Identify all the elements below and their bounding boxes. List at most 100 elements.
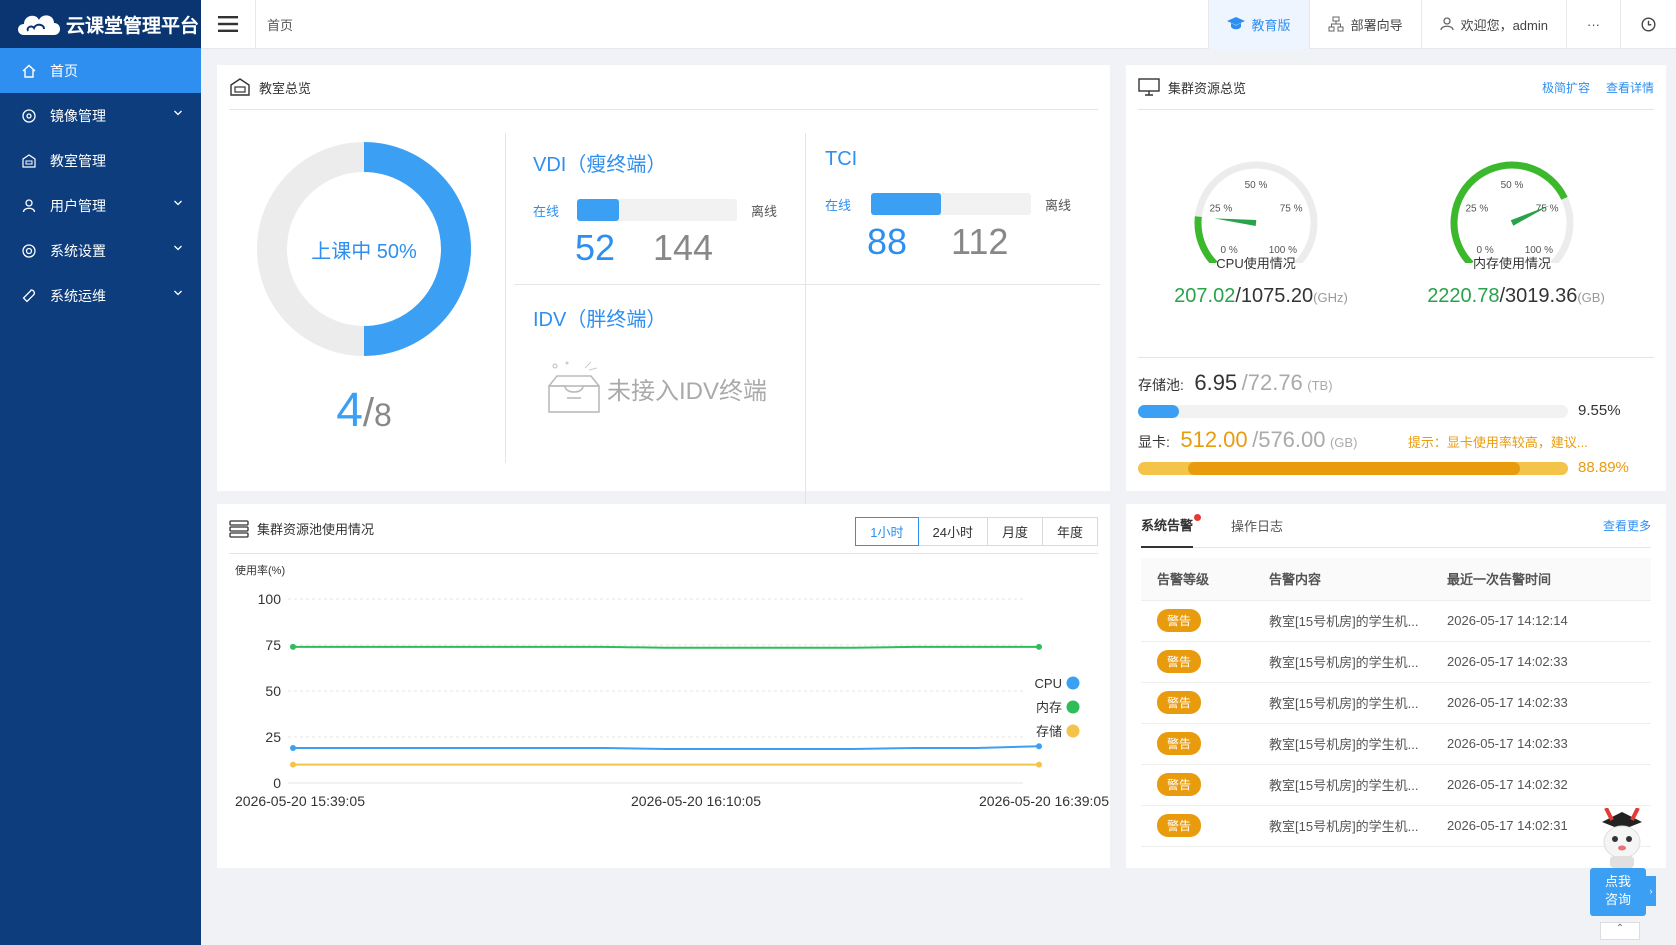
vdi-progress <box>577 199 737 221</box>
y-tick-label: 25 <box>265 729 281 745</box>
donut-center-label: 上课中 50% <box>311 241 417 263</box>
tab-system-alerts-label: 系统告警 <box>1141 518 1194 533</box>
sidebar-item-settings[interactable]: 系统设置 <box>0 228 201 273</box>
series-point <box>290 761 296 768</box>
alert-level-badge: 警告 <box>1157 732 1202 755</box>
gpu-row: 显卡: 512.00 /576.00 (GB) 提示：显卡使用率较高，建议... <box>1138 427 1658 453</box>
alert-level-badge: 警告 <box>1157 691 1202 714</box>
clock-button[interactable] <box>1620 0 1676 49</box>
gpu-total: /576.00 <box>1252 427 1326 452</box>
disc-icon <box>20 107 38 125</box>
consult-line1: 点我 <box>1604 874 1631 889</box>
alerts-more-link[interactable]: 查看更多 <box>1602 519 1651 533</box>
divider-v1 <box>505 133 506 463</box>
consult-arrow-icon[interactable]: › <box>1646 876 1656 906</box>
sidebar-item-label: 用户管理 <box>50 197 106 214</box>
alert-level-cell: 警告 <box>1141 805 1253 847</box>
vdi-offline-label: 离线 <box>751 203 778 219</box>
tci-offline-count: 112 <box>951 221 1009 262</box>
cpu-gauge-needle <box>1214 218 1257 226</box>
cpu-usage-value: 207.02/1075.20(GHz) <box>1126 285 1396 308</box>
alert-level-cell: 警告 <box>1141 600 1253 642</box>
cpu-unit: (GHz) <box>1313 290 1348 305</box>
alert-level-cell: 警告 <box>1141 764 1253 806</box>
storage-progress-fill <box>1138 405 1180 418</box>
memory-gauge-tick-label: 50 % <box>1501 180 1524 191</box>
consult-widget[interactable]: 点我 咨询 › ⌃ <box>1590 808 1660 940</box>
table-row[interactable]: 警告 教室[15号机房]的学生机... 2026-05-17 14:12:14 <box>1141 600 1651 642</box>
y-tick-label: 100 <box>258 591 282 607</box>
storage-unit: (TB) <box>1307 378 1333 393</box>
sidebar-item-home[interactable]: 首页 <box>0 48 201 93</box>
storage-label: 存储池: <box>1138 377 1184 393</box>
tab-operation-logs[interactable]: 操作日志 <box>1231 519 1284 534</box>
column-header: 告警内容 <box>1253 558 1431 601</box>
divider-h <box>514 284 1100 285</box>
tab-system-alerts[interactable]: 系统告警 <box>1141 504 1202 548</box>
sidebar-item-label: 镜像管理 <box>50 107 106 124</box>
more-button[interactable]: ··· <box>1566 0 1620 49</box>
sidebar-item-disc[interactable]: 镜像管理 <box>0 93 201 138</box>
cpu-gauge-tick-label: 50 % <box>1245 180 1268 191</box>
alert-level-badge: 警告 <box>1157 650 1202 673</box>
consult-button[interactable]: 点我 咨询 <box>1590 868 1646 916</box>
table-row[interactable]: 警告 教室[15号机房]的学生机... 2026-05-17 14:02:32 <box>1141 764 1651 806</box>
classroom-icon <box>230 78 250 96</box>
gpu-used: 512.00 <box>1180 427 1248 452</box>
tab-range-3[interactable]: 年度 <box>1041 517 1098 546</box>
app-logo[interactable]: 云课堂管理平台 <box>0 0 201 48</box>
column-header: 最近一次告警时间 <box>1431 558 1651 601</box>
tci-section: TCI 在线 离线 88 112 <box>825 148 1095 263</box>
sidebar-menu: 首页镜像管理教室管理用户管理系统设置系统运维 <box>0 48 201 318</box>
classroom-count: 4/8 <box>255 383 473 438</box>
table-row[interactable]: 警告 教室[15号机房]的学生机... 2026-05-17 14:02:31 <box>1141 805 1651 847</box>
alerts-card: 系统告警 操作日志 查看更多 告警等级 告警内容 最近一次告警时间 警告 教室[15号… <box>1126 504 1666 868</box>
tci-progress-fill <box>871 193 942 215</box>
chevron-down-icon <box>174 290 182 296</box>
memory-gauge-tick-label: 0 % <box>1477 245 1494 256</box>
quick-expand-link[interactable]: 极简扩容 <box>1541 80 1590 95</box>
edu-edition-button[interactable]: 教育版 <box>1207 0 1309 49</box>
deploy-wizard-button[interactable]: 部署向导 <box>1308 0 1421 49</box>
tab-range-0[interactable]: 1小时 <box>855 517 919 546</box>
sidebar: 云课堂管理平台 首页镜像管理教室管理用户管理系统设置系统运维 <box>0 0 201 945</box>
alert-content-cell: 教室[15号机房]的学生机... <box>1253 764 1431 806</box>
monitor-icon <box>1138 78 1160 96</box>
classroom-donut-chart <box>257 142 471 356</box>
storage-used: 6.95 <box>1194 370 1238 395</box>
alert-time-cell: 2026-05-17 14:02:33 <box>1431 641 1651 683</box>
table-row[interactable]: 警告 教室[15号机房]的学生机... 2026-05-17 14:02:33 <box>1141 723 1651 765</box>
sidebar-item-label: 首页 <box>50 62 78 79</box>
cpu-gauge-value-arc <box>1194 216 1218 267</box>
sidebar-item-classroom[interactable]: 教室管理 <box>0 138 201 183</box>
storage-percent: 9.55% <box>1578 402 1621 419</box>
breadcrumb[interactable]: 首页 <box>267 17 294 33</box>
alerts-table-wrap: 告警等级 告警内容 最近一次告警时间 警告 教室[15号机房]的学生机... 2026-… <box>1141 558 1651 847</box>
divider <box>1138 357 1654 358</box>
alert-time-cell: 2026-05-17 14:02:33 <box>1431 682 1651 724</box>
view-detail-link[interactable]: 查看详情 <box>1605 80 1654 95</box>
table-row[interactable]: 警告 教室[15号机房]的学生机... 2026-05-17 14:02:33 <box>1141 682 1651 724</box>
alert-level-cell: 警告 <box>1141 723 1253 765</box>
card-header: 集群资源总览 极简扩容 查看详情 <box>1138 65 1654 110</box>
table-row[interactable]: 警告 教室[15号机房]的学生机... 2026-05-17 14:02:33 <box>1141 641 1651 683</box>
tab-range-2[interactable]: 月度 <box>986 517 1043 546</box>
tab-range-1[interactable]: 24小时 <box>917 517 988 546</box>
user-menu-button[interactable]: 欢迎您，admin <box>1420 0 1566 49</box>
alert-level-badge: 警告 <box>1157 773 1202 796</box>
sidebar-item-user[interactable]: 用户管理 <box>0 183 201 228</box>
deploy-wizard-label: 部署向导 <box>1350 17 1403 33</box>
sidebar-item-label: 系统设置 <box>50 242 106 259</box>
menu-toggle-button[interactable] <box>201 0 256 49</box>
sidebar-item-wrench[interactable]: 系统运维 <box>0 273 201 318</box>
card-header: 教室总览 <box>229 65 1098 110</box>
cpu-gauge-chart: 0 % 25 % 50 % 75 % 100 % <box>1194 161 1318 267</box>
memory-gauge-chart: 0 % 25 % 50 % 75 % 100 % <box>1450 161 1574 267</box>
vdi-online-label: 在线 <box>533 203 560 219</box>
memory-gauge-tick-label: 25 % <box>1465 203 1488 214</box>
pool-usage-card: 集群资源池使用情况 1小时 24小时 月度 年度 使用率(%) 100 75 50 25 0 20… <box>217 504 1110 868</box>
scroll-top-button[interactable]: ⌃ <box>1600 922 1640 940</box>
vdi-title: VDI（瘦终端） <box>533 154 667 176</box>
column-header: 告警等级 <box>1141 558 1253 601</box>
gpu-progress-fill <box>1188 462 1521 475</box>
